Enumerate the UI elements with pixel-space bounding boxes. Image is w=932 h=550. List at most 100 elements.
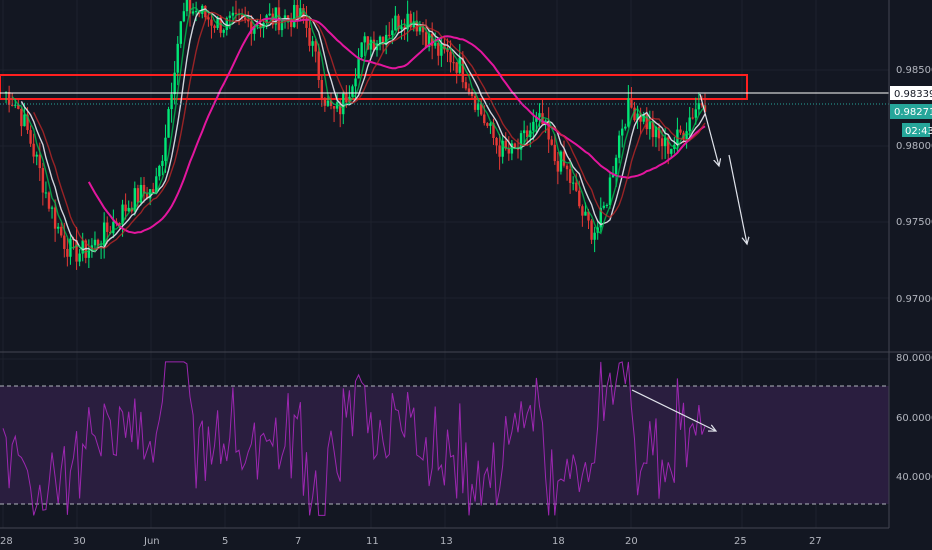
candle-body xyxy=(470,92,474,97)
time-tick: 28 xyxy=(0,536,13,547)
candle-body xyxy=(299,8,302,18)
resistance-zone[interactable] xyxy=(0,74,748,100)
candle-body xyxy=(66,248,69,257)
candle-body xyxy=(311,41,314,46)
candle-body xyxy=(289,18,293,27)
candle-body xyxy=(75,240,78,262)
candle-body xyxy=(663,137,667,147)
candle-body xyxy=(148,189,152,199)
candle-body xyxy=(216,17,219,28)
candle-body xyxy=(308,27,311,46)
candle-body xyxy=(483,114,486,124)
countdown-tag xyxy=(902,123,930,137)
candle-body xyxy=(400,26,403,30)
candle-body xyxy=(342,93,345,115)
candle-body xyxy=(430,33,434,46)
candle-body xyxy=(87,250,91,258)
candle-body xyxy=(464,82,468,89)
candle-body xyxy=(581,206,584,216)
candle-body xyxy=(326,100,330,106)
candle-body xyxy=(633,107,636,121)
candle-body xyxy=(476,103,480,110)
candle-body xyxy=(155,176,158,193)
candle-body xyxy=(492,123,495,138)
projection-arrow-1 xyxy=(699,93,719,166)
candle-body xyxy=(409,13,412,28)
candle-body xyxy=(191,11,195,14)
moving-average-line xyxy=(87,17,706,235)
candle-body xyxy=(568,169,572,183)
time-tick: 20 xyxy=(625,536,638,547)
time-tick: 5 xyxy=(222,536,228,547)
candle-body xyxy=(636,113,639,121)
last-price-tag xyxy=(890,104,932,119)
candle-body xyxy=(486,123,489,126)
candle-body xyxy=(602,205,606,208)
candle-body xyxy=(648,121,652,130)
candle-body xyxy=(590,220,593,240)
candle-body xyxy=(130,207,133,212)
candle-body xyxy=(247,19,250,22)
candle-body xyxy=(688,117,691,132)
candle-body xyxy=(38,154,41,169)
candle-body xyxy=(302,8,305,19)
candle-body xyxy=(562,151,566,166)
candle-body xyxy=(231,12,235,16)
time-axis[interactable]: 28 30 Jun 5 7 11 13 18 20 25 27 xyxy=(0,536,822,547)
candle-body xyxy=(253,26,256,34)
candle-body xyxy=(225,17,228,30)
candle-body xyxy=(136,188,140,203)
candle-body xyxy=(434,42,437,46)
candle-body xyxy=(152,189,155,193)
candle-body xyxy=(158,165,161,177)
candle-body xyxy=(621,128,624,136)
candle-body xyxy=(676,129,679,145)
candle-body xyxy=(624,126,627,129)
candle-body xyxy=(507,148,511,154)
candle-body xyxy=(480,103,483,115)
candle-body xyxy=(26,114,29,131)
candle-body xyxy=(446,49,449,52)
rsi-band xyxy=(0,386,889,504)
candle-body xyxy=(461,57,465,83)
candle-body xyxy=(41,168,45,193)
time-tick: 7 xyxy=(295,536,301,547)
candle-body xyxy=(556,161,560,172)
candle-body xyxy=(565,165,569,170)
candle-body xyxy=(243,17,247,20)
candle-body xyxy=(102,222,106,246)
candle-body xyxy=(210,19,213,26)
candle-body xyxy=(35,154,38,157)
candle-body xyxy=(424,32,428,48)
candle-body xyxy=(381,36,385,45)
candle-body xyxy=(170,94,173,110)
candle-body xyxy=(571,182,575,184)
candle-body xyxy=(121,204,124,224)
moving-averages xyxy=(11,7,706,253)
candle-body xyxy=(697,103,701,110)
candle-body xyxy=(384,34,388,45)
candle-body xyxy=(17,104,20,109)
candle-body xyxy=(182,11,186,22)
candle-body xyxy=(332,106,336,109)
candle-body xyxy=(133,188,137,212)
candle-body xyxy=(250,21,253,34)
candle-body xyxy=(593,232,596,240)
candle-body xyxy=(421,26,425,33)
candle-body xyxy=(127,207,130,212)
candle-body xyxy=(363,36,366,43)
candle-body xyxy=(142,184,146,194)
candle-body xyxy=(654,126,658,138)
rsi-tick: 80.0000 xyxy=(896,353,932,364)
candle-body xyxy=(360,42,363,58)
candle-body xyxy=(452,62,455,64)
candle-body xyxy=(296,4,299,18)
candle-body xyxy=(176,43,179,73)
candle-body xyxy=(44,192,48,194)
candle-body xyxy=(213,25,216,28)
level-price-tag xyxy=(890,86,932,100)
candle-body xyxy=(443,43,446,50)
